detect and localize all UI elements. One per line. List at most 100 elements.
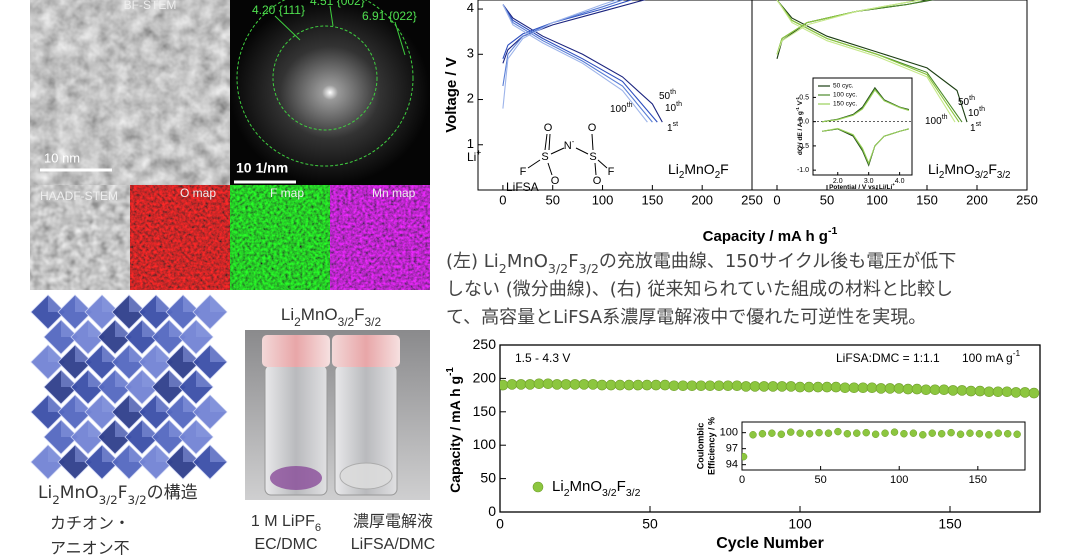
- text-run: しない (微分曲線)、(右) 従来知られていた組成の材料と比較し: [446, 279, 953, 300]
- bf-stem-image: [30, 0, 230, 185]
- curve: [502, 0, 625, 87]
- text-run: 100: [592, 193, 614, 208]
- text-run: 100: [720, 427, 738, 439]
- text-run: 100: [610, 104, 627, 115]
- octahedron-face: [102, 395, 119, 412]
- data-point: [994, 429, 1003, 437]
- x-tick-label: 50: [545, 193, 559, 208]
- dqdv-curve: [822, 127, 910, 165]
- vial-label: EC/DMC: [254, 536, 317, 553]
- data-point: [777, 430, 786, 439]
- text-run: 10: [665, 103, 677, 114]
- text-run: の充放電曲線、150サイクル後も電圧が低下: [599, 251, 956, 272]
- x-tick-label: 200: [691, 193, 713, 208]
- text-run: MnO: [60, 483, 99, 503]
- text-run: Li: [928, 161, 939, 177]
- y-axis-label: Voltage / V: [443, 57, 460, 133]
- data-point: [805, 429, 814, 438]
- text-run: 50: [480, 469, 496, 485]
- octahedron-face: [61, 420, 78, 437]
- y-axis-label: Efficiency / %: [706, 417, 716, 475]
- caption-line: て、高容量とLiFSA系濃厚電解液中で優れた可逆性を実現。: [446, 307, 926, 328]
- octahedron-face: [210, 345, 227, 362]
- data-point: [884, 383, 896, 394]
- cycle-label: 100th: [610, 102, 633, 114]
- text-run: (左) Li: [446, 251, 499, 272]
- annotation: LiFSA:DMC = 1:1.1: [836, 351, 940, 365]
- octahedron-face: [196, 370, 213, 387]
- x-tick-label: 0: [739, 474, 745, 486]
- octahedron-face: [88, 370, 105, 387]
- octahedron-face: [196, 420, 213, 437]
- text-run: -1: [445, 367, 456, 376]
- data-point: [749, 431, 757, 439]
- octahedron-face: [48, 395, 65, 412]
- curve: [776, 0, 960, 123]
- text-run: Li: [467, 150, 476, 164]
- plot-frame: [751, 0, 1028, 191]
- curve: [502, 4, 653, 123]
- curve: [776, 0, 956, 123]
- text-run: th: [670, 89, 676, 96]
- text-run: N: [564, 140, 572, 152]
- data-point: [668, 380, 680, 392]
- text-run: +: [892, 182, 895, 187]
- data-point: [857, 382, 869, 394]
- text-run: 3/2: [626, 487, 641, 499]
- x-tick-label: 100: [788, 515, 812, 531]
- data-point: [929, 384, 941, 396]
- text-run: 2: [467, 91, 474, 106]
- legend-label: 150 cyc.: [833, 101, 857, 108]
- data-point: [742, 452, 748, 461]
- data-point: [983, 386, 995, 398]
- text-run: Potential / V vs. Li/Li: [829, 184, 892, 191]
- data-point: [713, 380, 725, 392]
- octahedron-face: [210, 445, 227, 462]
- octahedron-face: [196, 320, 213, 337]
- text-run: 3/2: [579, 261, 599, 276]
- haadf-map: [30, 185, 130, 290]
- caption-line: しない (微分曲線)、(右) 従来知られていた組成の材料と比較し: [446, 279, 953, 300]
- panel-label: Li2MnO2F: [668, 161, 729, 181]
- text-run: 2: [294, 315, 301, 329]
- octahedron-face: [75, 345, 92, 362]
- y-tick-label: 2: [467, 91, 474, 106]
- data-point: [614, 379, 626, 391]
- x-tick-label: 100: [866, 193, 888, 208]
- octahedron-face: [88, 420, 105, 437]
- legend-marker: [532, 481, 544, 493]
- image-label: BF-STEM: [124, 0, 177, 12]
- text-run: -0.5: [797, 143, 809, 150]
- text-run: 250: [1016, 193, 1038, 208]
- data-point: [974, 385, 986, 397]
- text-run: th: [969, 95, 975, 102]
- text-run: 3/2: [997, 170, 1011, 181]
- x-tick-label: 3.0: [864, 178, 874, 185]
- data-point: [1019, 387, 1031, 398]
- data-point: [650, 379, 662, 391]
- mn-map: [330, 185, 430, 290]
- data-point: [569, 379, 581, 390]
- data-point: [902, 383, 914, 395]
- data-point: [975, 429, 984, 438]
- data-point: [768, 429, 776, 437]
- octahedron-face: [169, 420, 186, 437]
- panel-label: Li2MnO3/2F3/2: [928, 161, 1011, 181]
- vial-cap: [262, 335, 330, 367]
- y-tick-label: 250: [473, 336, 497, 352]
- dqdv-curve: [822, 89, 910, 123]
- text-run: st: [976, 121, 982, 128]
- octahedron-face: [129, 395, 146, 412]
- y-tick-label: 150: [473, 403, 497, 419]
- text-run: 250: [473, 336, 497, 352]
- octahedron-face: [75, 295, 92, 312]
- text-run: 3/2: [99, 493, 118, 507]
- text-run: 0: [739, 474, 745, 486]
- text-run: F: [568, 251, 578, 272]
- data-point: [848, 382, 860, 394]
- x-tick-label: 2.0: [833, 178, 843, 185]
- text-run: -: [572, 137, 575, 146]
- cycle-label: 10th: [968, 106, 985, 118]
- x-tick-label: 150: [969, 474, 987, 486]
- bond: [548, 133, 551, 151]
